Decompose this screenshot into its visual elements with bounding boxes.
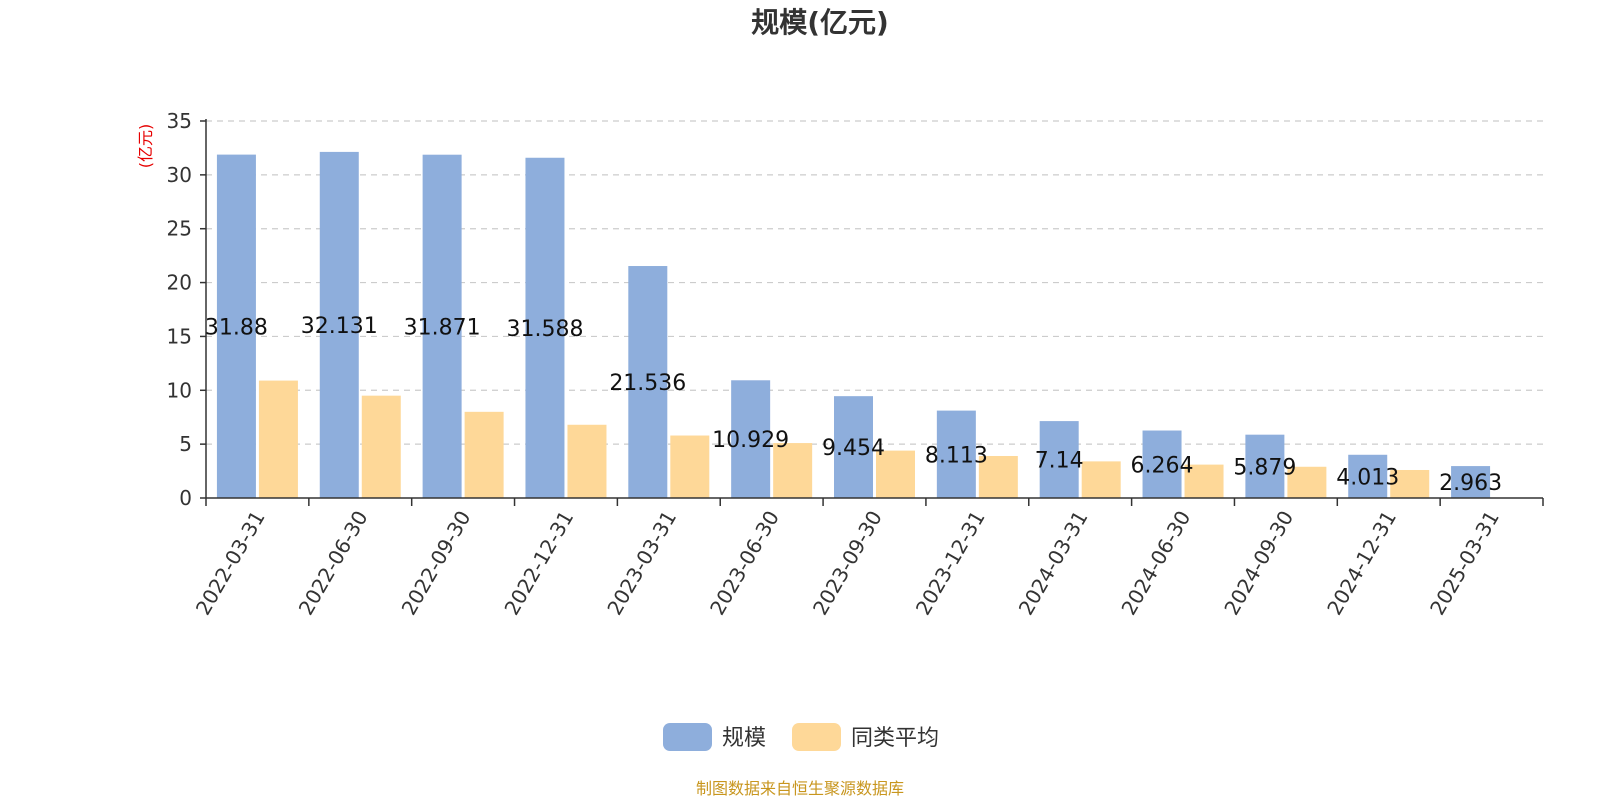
y-tick-label: 10 xyxy=(167,378,192,402)
y-axis-ticks: 0 5 10 15 20 25 30 35 xyxy=(167,109,206,510)
data-label: 31.588 xyxy=(506,317,583,342)
data-label: 4.013 xyxy=(1336,465,1399,490)
gridlines xyxy=(206,120,1543,445)
chart-title: 规模(亿元) xyxy=(751,6,889,39)
x-tick-label: 2024-06-30 xyxy=(1116,507,1195,620)
legend-item[interactable]: 规模 xyxy=(663,723,766,751)
x-tick-label: 2024-12-31 xyxy=(1322,507,1401,620)
axes xyxy=(205,119,1543,499)
bar-同类平均 xyxy=(773,443,813,498)
data-label: 7.14 xyxy=(1035,449,1084,474)
data-label: 6.264 xyxy=(1131,453,1194,478)
x-tick-label: 2023-12-31 xyxy=(911,507,990,620)
bar-同类平均 xyxy=(1287,466,1327,498)
bar-同类平均 xyxy=(978,455,1018,498)
y-tick-label: 20 xyxy=(167,271,192,295)
y-axis-label: (亿元) xyxy=(136,124,155,169)
legend-item[interactable]: 同类平均 xyxy=(792,723,939,751)
bar-规模 xyxy=(1451,466,1491,498)
x-axis-ticks: 2022-03-31 2022-06-30 2022-09-30 2022-12-31… xyxy=(191,498,1544,620)
bar-同类平均 xyxy=(464,411,504,498)
y-tick-label: 30 xyxy=(167,163,192,187)
legend-swatch xyxy=(792,723,841,751)
x-tick-label: 2024-09-30 xyxy=(1219,507,1298,620)
x-tick-label: 2022-09-30 xyxy=(397,507,476,620)
x-tick-label: 2022-03-31 xyxy=(191,507,270,620)
bar-规模 xyxy=(319,151,359,498)
bar-规模 xyxy=(216,154,256,498)
legend-label: 规模 xyxy=(722,726,766,751)
bar-同类平均 xyxy=(361,395,401,498)
bar-同类平均 xyxy=(258,380,298,498)
bar-同类平均 xyxy=(567,424,607,498)
bar-规模 xyxy=(1348,454,1388,498)
y-tick-label: 35 xyxy=(167,109,192,133)
bar-同类平均 xyxy=(1184,464,1224,498)
bar-同类平均 xyxy=(670,435,710,498)
x-tick-label: 2024-03-31 xyxy=(1014,507,1093,620)
x-tick-label: 2025-03-31 xyxy=(1425,507,1504,620)
x-tick-label: 2023-03-31 xyxy=(602,507,681,620)
bar-同类平均 xyxy=(1081,461,1121,498)
data-label: 10.929 xyxy=(712,428,789,453)
bar-同类平均 xyxy=(1390,469,1430,498)
bar-规模 xyxy=(628,266,668,498)
legend-label: 同类平均 xyxy=(851,726,939,751)
bar-规模 xyxy=(936,410,976,498)
legend[interactable]: 规模 同类平均 xyxy=(663,723,939,751)
y-tick-label: 0 xyxy=(179,486,192,510)
y-tick-label: 5 xyxy=(179,432,192,456)
data-label: 32.131 xyxy=(301,314,378,339)
data-label: 5.879 xyxy=(1233,455,1296,480)
bars-group xyxy=(216,151,1491,498)
data-labels: 31.88 32.131 31.871 31.588 21.536 10.929 9.454… xyxy=(205,314,1502,496)
bar-规模 xyxy=(422,154,462,498)
y-tick-label: 15 xyxy=(167,324,192,348)
x-tick-label: 2022-06-30 xyxy=(294,507,373,620)
data-label: 2.963 xyxy=(1439,471,1502,496)
bar-规模 xyxy=(834,396,873,498)
bar-规模 xyxy=(525,157,565,498)
data-label: 9.454 xyxy=(822,436,885,461)
x-tick-label: 2023-06-30 xyxy=(705,507,784,620)
bar-规模 xyxy=(731,380,771,498)
data-label: 31.871 xyxy=(404,315,481,340)
x-tick-label: 2022-12-31 xyxy=(499,507,578,620)
data-label: 21.536 xyxy=(609,371,686,396)
y-tick-label: 25 xyxy=(167,217,192,241)
data-label: 31.88 xyxy=(205,315,268,340)
legend-swatch xyxy=(663,723,712,751)
bar-规模 xyxy=(1039,421,1079,498)
data-label: 8.113 xyxy=(925,443,988,468)
bar-同类平均 xyxy=(876,450,915,498)
bar-规模 xyxy=(1142,430,1182,498)
bar-规模 xyxy=(1245,434,1285,498)
x-tick-label: 2023-09-30 xyxy=(808,507,887,620)
source-note: 制图数据来自恒生聚源数据库 xyxy=(696,779,904,798)
